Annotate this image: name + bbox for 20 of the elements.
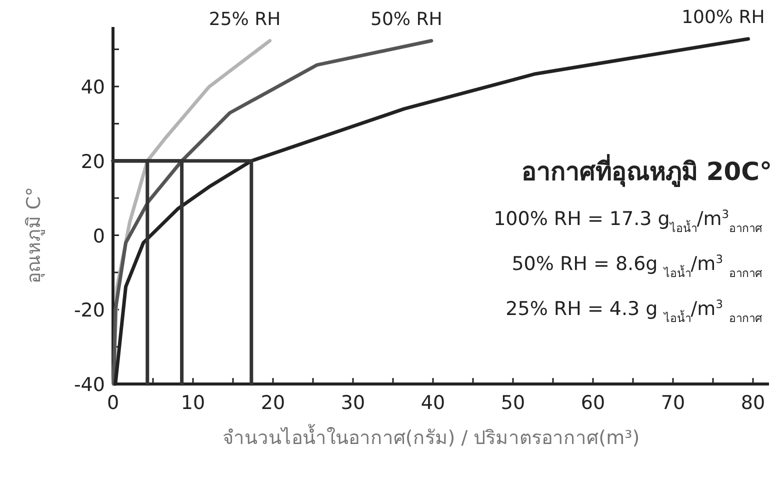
annotation: อากาศที่อุณหภูมิ 20C° (522, 154, 772, 188)
x-tick-label: 60 (580, 392, 606, 414)
x-tick-label: 30 (340, 392, 366, 414)
series-label: 50% RH (370, 8, 442, 30)
x-tick-label: 0 (106, 392, 120, 414)
x-tick-label: 10 (180, 392, 206, 414)
x-tick-label: 50 (500, 392, 526, 414)
y-tick-label: 40 (80, 76, 105, 98)
x-tick-label: 80 (740, 392, 766, 414)
y-tick-label: -20 (74, 300, 105, 322)
y-axis-title: อุณหภูมิ C° (23, 186, 46, 284)
x-axis-title: จำนวนไอน้ำในอากาศ(กรัม) / ปริมาตรอากาศ(m³) (222, 424, 640, 449)
x-tick-label: 70 (660, 392, 686, 414)
x-tick-label: 20 (260, 392, 286, 414)
y-tick-label: 0 (92, 225, 105, 248)
x-tick-label: 40 (420, 392, 446, 414)
y-tick-label: 20 (80, 150, 105, 173)
y-tick-label: -40 (74, 374, 105, 396)
series-label: 100% RH (682, 6, 765, 28)
series-label: 25% RH (208, 8, 281, 30)
